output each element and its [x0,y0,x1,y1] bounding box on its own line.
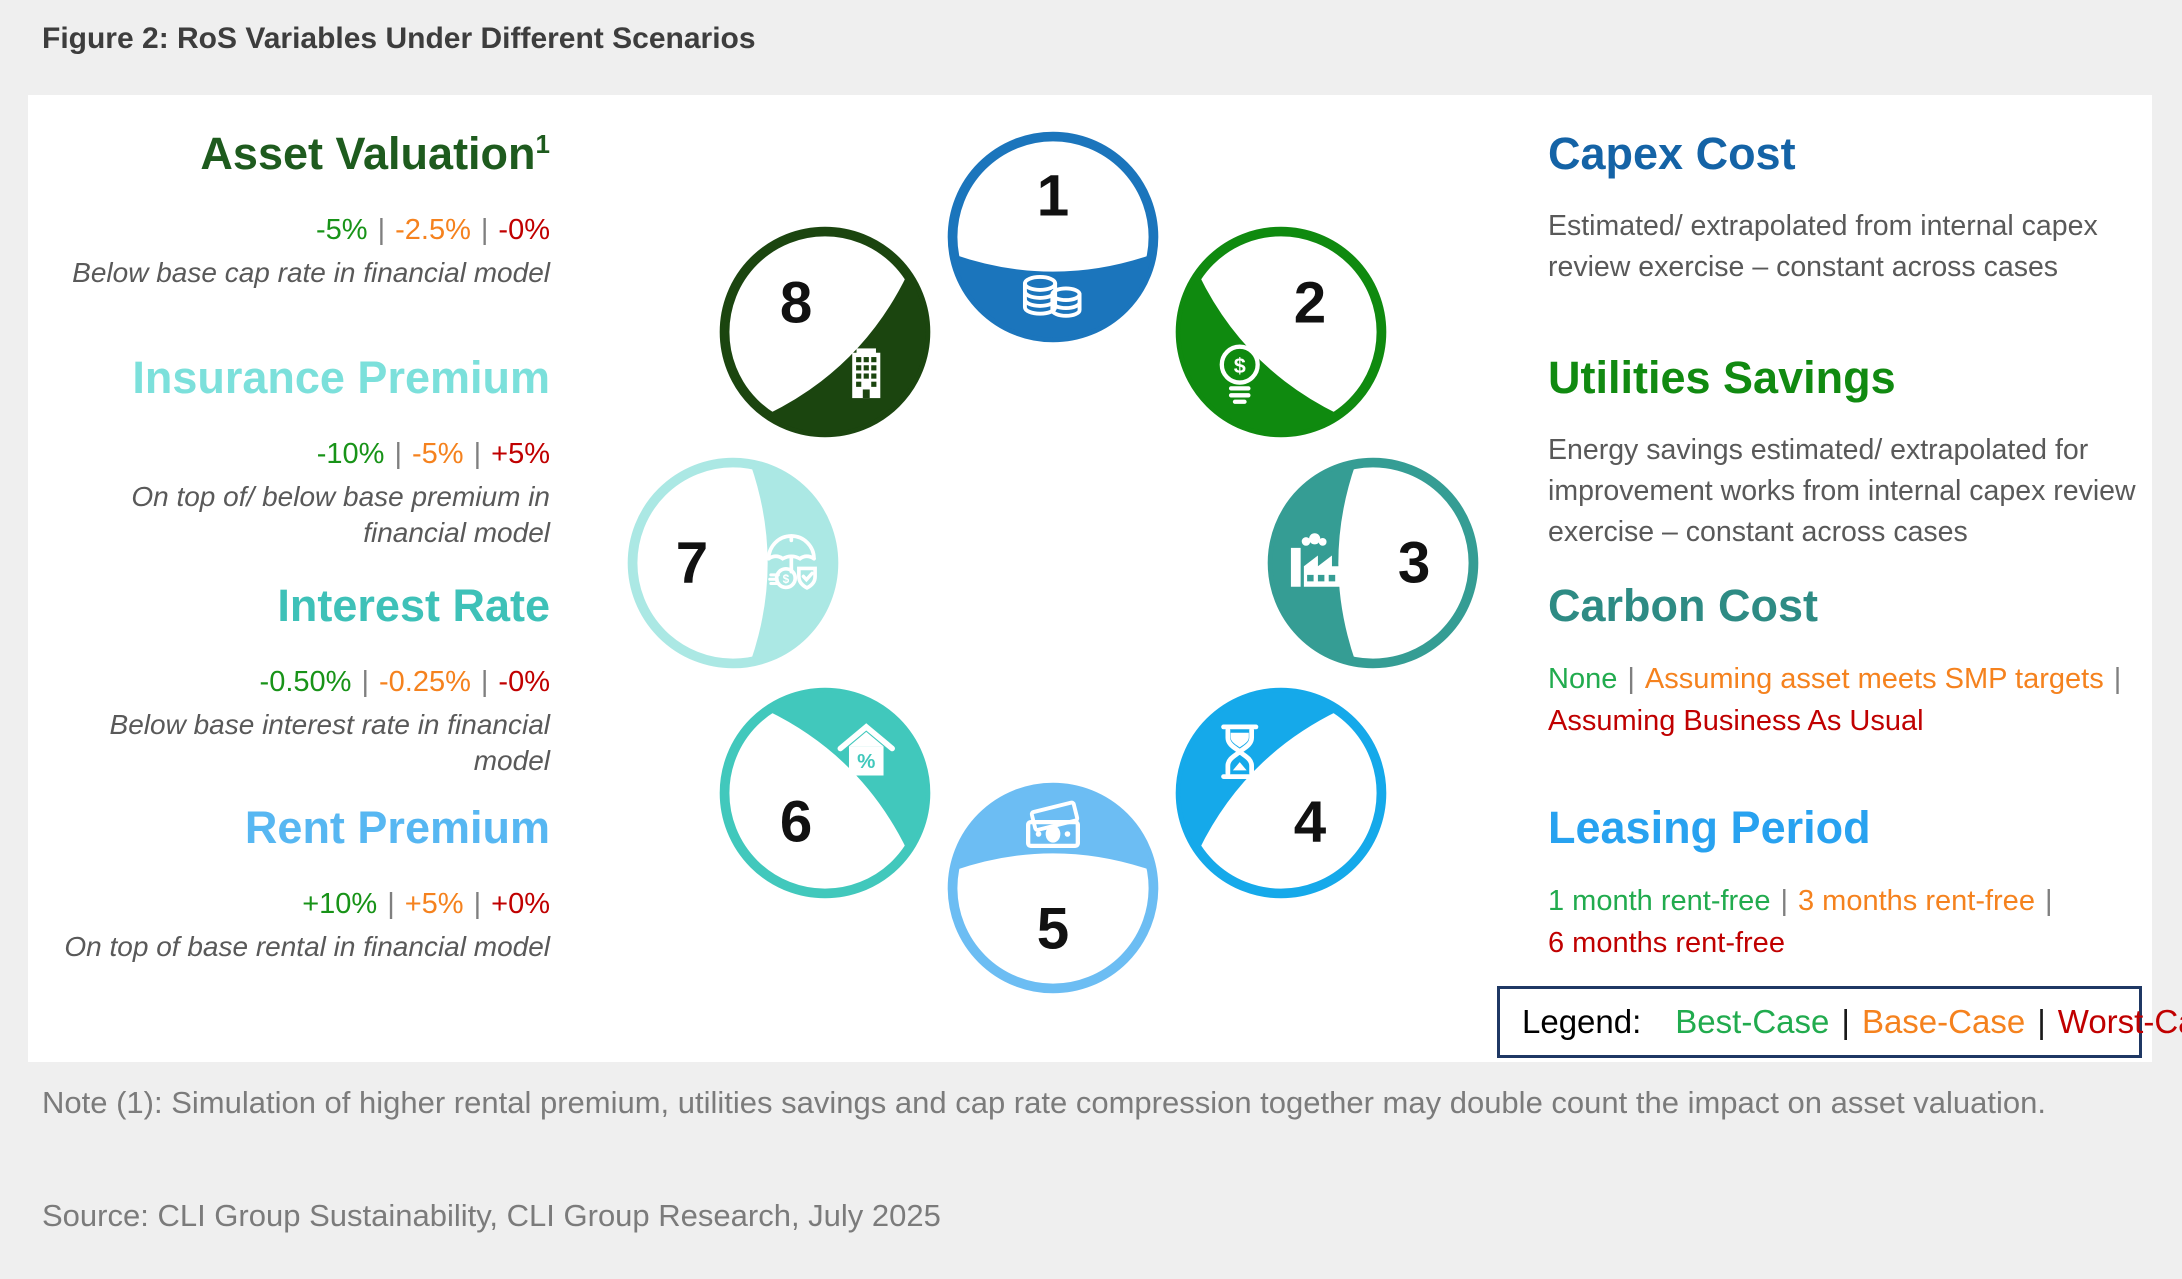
worst-case-value: +5% [491,437,550,470]
bulb-dollar-icon: $ [1219,344,1260,404]
node-7-insurance: 7 $ [625,455,841,671]
node-number: 4 [1294,789,1327,854]
hourglass-icon [1221,724,1259,779]
factory-icon [1290,533,1340,587]
worst-case-value: +0% [491,887,550,920]
insurance-premium-values: -10% | -5% | +5% [316,437,550,470]
interest-rate-desc: Below base interest rate in financial mo… [109,708,550,777]
umbrella-coins-shield-icon: $ [766,534,817,590]
node-4-leasing: 4 [1173,685,1389,901]
insurance-premium-desc: On top of/ below base premium in financi… [131,480,550,549]
worst-case-value: -0% [498,213,550,246]
node-number: 6 [780,789,812,854]
source-line: Source: CLI Group Sustainability, CLI Gr… [42,1198,941,1233]
best-case-value: +10% [302,887,378,920]
worst-case-value: -0% [498,665,550,698]
base-case-value: Assuming asset meets SMP targets [1644,662,2104,695]
interest-rate-heading: Interest Rate [277,580,550,631]
legend-best-case: Best-Case [1675,1003,1830,1040]
insurance-premium-block: Insurance Premium -10% | -5% | +5% On top of… [40,352,550,552]
legend-base-case: Base-Case [1861,1003,2026,1040]
node-number: 7 [676,531,708,596]
worst-case-value: 6 months rent-free [1548,926,1785,959]
svg-text:$: $ [1234,353,1246,378]
node-8-asset: 8 [717,224,933,440]
node-6-interest: 6 % [717,685,933,901]
node-number: 2 [1294,271,1326,336]
asset-valuation-heading: Asset Valuation1 [200,128,550,179]
base-case-value: -5% [412,437,464,470]
legend-worst-case: Worst-Case [2057,1003,2182,1040]
asset-valuation-desc: Below base cap rate in financial model [72,256,550,288]
house-percent-icon: % [837,723,895,776]
capex-cost-body: Estimated/ extrapolated from internal ca… [1548,209,2098,284]
building-icon [852,348,881,399]
rent-premium-values: +10% | +5% | +0% [302,887,550,920]
best-case-value: 1 month rent-free [1548,884,1771,917]
carbon-cost-heading: Carbon Cost [1548,580,1818,631]
base-case-value: 3 months rent-free [1798,884,2035,917]
utilities-savings-heading: Utilities Savings [1548,352,1896,403]
interest-rate-block: Interest Rate -0.50% | -0.25% | -0% Below ba… [40,580,550,780]
carbon-cost-values: None | Assuming asset meets SMP targets | A… [1548,662,2122,737]
rent-premium-heading: Rent Premium [244,802,550,853]
svg-text:%: % [857,750,875,773]
insurance-premium-heading: Insurance Premium [132,352,550,403]
leasing-period-block: Leasing Period 1 month rent-free | 3 month… [1548,802,2138,964]
legend-box: Legend: Best-Case | Base-Case | Worst-Ca… [1497,986,2182,1058]
utilities-savings-body: Energy savings estimated/ extrapolated f… [1548,433,2136,549]
coins-icon [1022,275,1082,318]
worst-case-value: Assuming Business As Usual [1548,704,1924,737]
capex-cost-heading: Capex Cost [1548,128,1796,179]
node-1-capex: 1 [945,129,1161,345]
base-case-value: -2.5% [395,213,471,246]
base-case-value: +5% [404,887,464,920]
base-case-value: -0.25% [378,665,471,698]
rent-premium-desc: On top of base rental in financial model [64,930,550,962]
asset-valuation-block: Asset Valuation1 -5% | -2.5% | -0% Below bas… [40,128,550,291]
footnote: Note (1): Simulation of higher rental pr… [42,1085,2046,1120]
best-case-value: None [1548,662,1618,695]
best-case-value: -5% [315,213,368,246]
capex-cost-block: Capex Cost Estimated/ extrapolated from … [1548,128,2138,288]
figure-title: Figure 2: RoS Variables Under Different … [42,22,756,55]
node-2-utilities: 2 $ [1173,224,1389,440]
best-case-value: -10% [316,437,385,470]
node-number: 1 [1037,163,1069,228]
node-3-carbon: 3 [1265,455,1481,671]
asset-valuation-values: -5% | -2.5% | -0% [315,213,550,246]
leasing-period-heading: Leasing Period [1548,802,1871,853]
rent-premium-block: Rent Premium +10% | +5% | +0% On top of base… [40,802,550,965]
node-number: 8 [780,271,812,336]
node-number: 5 [1037,897,1069,962]
utilities-savings-block: Utilities Savings Energy savings estimat… [1548,352,2138,554]
leasing-period-values: 1 month rent-free | 3 months rent-free | 6 … [1548,884,2053,959]
node-number: 3 [1398,531,1430,596]
carbon-cost-block: Carbon Cost None | Assuming asset meets SM… [1548,580,2138,742]
legend-label: Legend: [1522,1003,1642,1040]
best-case-value: -0.50% [259,665,352,698]
interest-rate-values: -0.50% | -0.25% | -0% [259,665,550,698]
svg-text:$: $ [783,572,790,586]
banknotes-icon [1026,800,1080,849]
node-5-rent: 5 [945,780,1161,996]
